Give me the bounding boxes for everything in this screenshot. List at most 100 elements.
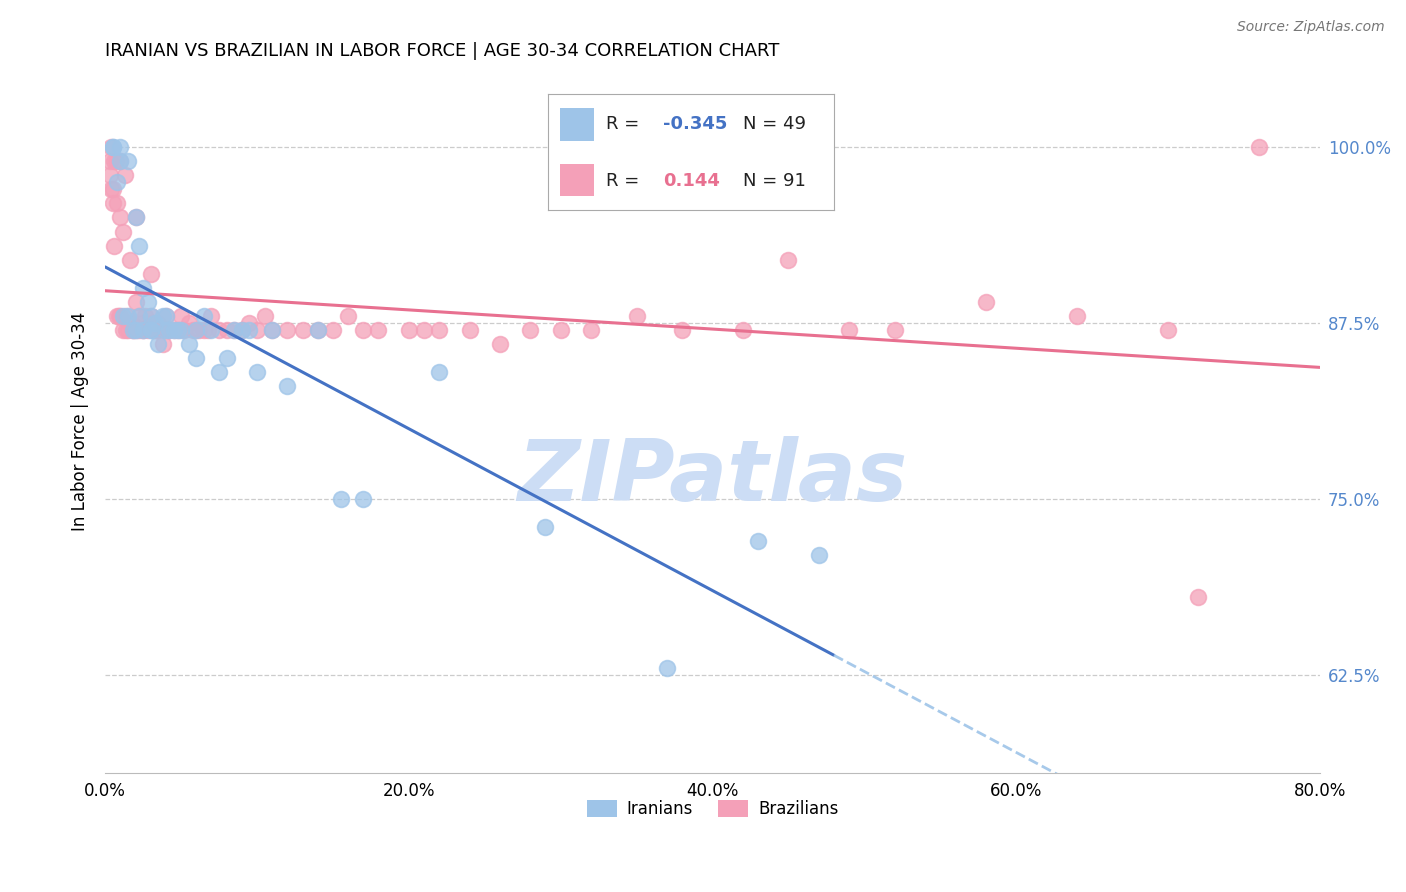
Point <box>337 309 360 323</box>
Point <box>162 323 184 337</box>
Point <box>115 309 138 323</box>
Point <box>132 323 155 337</box>
Point <box>1247 140 1270 154</box>
Point <box>427 323 450 337</box>
Point <box>534 520 557 534</box>
Point <box>139 323 162 337</box>
Point <box>1066 309 1088 323</box>
Point <box>276 379 298 393</box>
Point <box>155 309 177 323</box>
Point <box>838 323 860 337</box>
Point <box>170 323 193 337</box>
Point <box>110 154 132 169</box>
Point <box>117 309 139 323</box>
Point <box>136 294 159 309</box>
Point <box>215 351 238 366</box>
Point <box>101 140 124 154</box>
Point <box>200 309 222 323</box>
Point <box>262 323 284 337</box>
Point <box>128 309 150 323</box>
Point <box>974 294 997 309</box>
Point <box>807 548 830 562</box>
Point <box>208 323 231 337</box>
Point <box>124 211 146 225</box>
Point <box>215 323 238 337</box>
Point <box>246 365 269 379</box>
Point <box>778 252 800 267</box>
Point <box>121 323 143 337</box>
Point <box>100 182 122 196</box>
Point <box>162 323 184 337</box>
Point <box>143 323 166 337</box>
Point <box>550 323 572 337</box>
Point <box>181 323 204 337</box>
Point <box>98 168 121 182</box>
Point <box>186 323 208 337</box>
Text: IRANIAN VS BRAZILIAN IN LABOR FORCE | AGE 30-34 CORRELATION CHART: IRANIAN VS BRAZILIAN IN LABOR FORCE | AG… <box>105 42 779 60</box>
Point <box>101 196 124 211</box>
Point <box>155 323 177 337</box>
Text: ZIPatlas: ZIPatlas <box>517 436 907 519</box>
Point <box>579 323 602 337</box>
Point <box>110 154 132 169</box>
Point <box>671 323 693 337</box>
Point <box>139 309 162 323</box>
Point <box>124 211 146 225</box>
Point <box>110 211 132 225</box>
Point <box>329 491 352 506</box>
Point <box>112 309 135 323</box>
Point <box>132 323 155 337</box>
Point <box>112 323 135 337</box>
Point <box>427 365 450 379</box>
Point <box>883 323 905 337</box>
Y-axis label: In Labor Force | Age 30-34: In Labor Force | Age 30-34 <box>72 312 89 531</box>
Point <box>224 323 246 337</box>
Point <box>276 323 298 337</box>
Point <box>121 323 143 337</box>
Point <box>124 323 146 337</box>
Point <box>139 323 162 337</box>
Point <box>177 316 200 330</box>
Point <box>253 309 276 323</box>
Point <box>167 323 190 337</box>
Point <box>100 140 122 154</box>
Legend: Iranians, Brazilians: Iranians, Brazilians <box>579 793 845 825</box>
Point <box>124 323 146 337</box>
Point <box>114 168 136 182</box>
Point <box>186 351 208 366</box>
Point <box>148 323 170 337</box>
Point <box>139 309 162 323</box>
Point <box>307 323 329 337</box>
Point <box>291 323 314 337</box>
Point <box>489 337 512 351</box>
Point <box>398 323 420 337</box>
Point <box>655 661 678 675</box>
Point <box>132 323 155 337</box>
Point <box>626 309 648 323</box>
Point <box>105 175 128 189</box>
Point <box>101 140 124 154</box>
Point <box>173 323 195 337</box>
Point <box>731 323 754 337</box>
Point <box>519 323 541 337</box>
Point <box>352 491 374 506</box>
Point <box>188 323 211 337</box>
Point <box>167 323 190 337</box>
Point <box>134 309 156 323</box>
Point <box>118 316 141 330</box>
Point <box>322 323 344 337</box>
Point <box>224 323 246 337</box>
Point <box>128 238 150 252</box>
Point <box>1187 591 1209 605</box>
Point <box>148 337 170 351</box>
Point <box>128 323 150 337</box>
Point <box>136 323 159 337</box>
Point <box>143 316 166 330</box>
Point <box>110 309 132 323</box>
Point <box>115 323 138 337</box>
Point <box>231 323 253 337</box>
Point <box>155 323 177 337</box>
Point <box>152 309 174 323</box>
Point <box>117 323 139 337</box>
Point <box>208 365 231 379</box>
